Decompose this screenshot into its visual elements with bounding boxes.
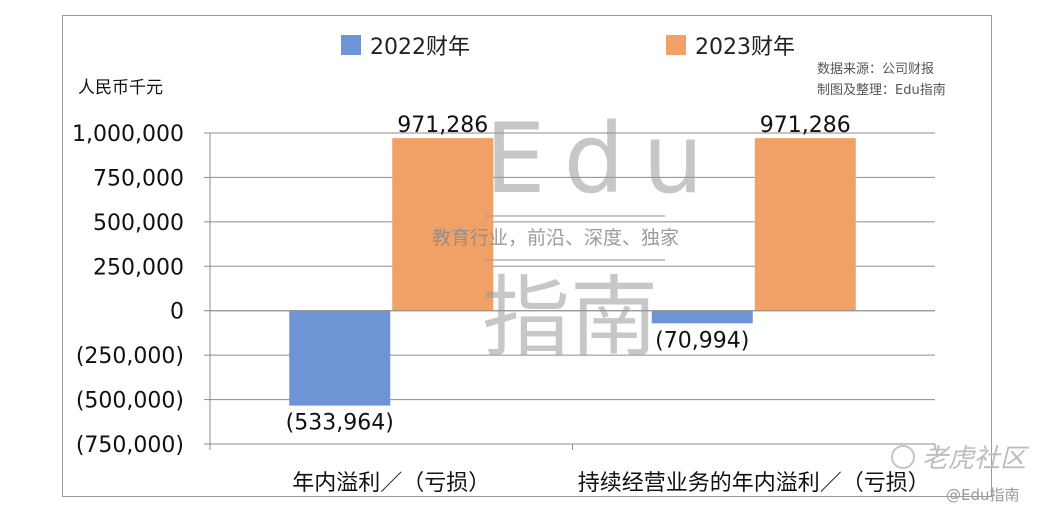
corner-logo-main: 老虎社区 xyxy=(922,444,1030,474)
legend-label-2022: 2022财年 xyxy=(370,35,470,60)
corner-logo-sub: @Edu指南 xyxy=(946,486,1020,504)
x-category-label: 年内溢利／（亏损） xyxy=(292,471,490,496)
watermark-subtitle: 教育行业，前沿、深度、独家 xyxy=(432,227,679,249)
bar-2023-1 xyxy=(392,138,494,311)
y-tick-label: 750,000 xyxy=(93,166,184,191)
legend-swatch-2022 xyxy=(341,35,361,55)
y-tick-label: (750,000) xyxy=(76,433,184,458)
data-label: 971,286 xyxy=(760,113,851,138)
y-tick-label: 500,000 xyxy=(93,211,184,236)
tiger-icon xyxy=(891,445,915,469)
y-tick-label: 250,000 xyxy=(93,255,184,280)
y-tick-label: 0 xyxy=(170,300,184,325)
bar-2022-1 xyxy=(289,310,391,406)
watermark-brand: Edu xyxy=(485,103,721,215)
source-note-2: 制图及整理：Edu指南 xyxy=(817,82,946,98)
source-note-1: 数据来源：公司财报 xyxy=(817,62,934,77)
corner-logo: 老虎社区 @Edu指南 xyxy=(891,444,1030,504)
data-label: (533,964) xyxy=(286,411,394,436)
legend-swatch-2023 xyxy=(666,35,686,55)
y-tick-label: (500,000) xyxy=(76,389,184,414)
y-axis-unit-label: 人民币千元 xyxy=(78,78,163,98)
bar-2023-2 xyxy=(754,138,856,311)
bar-2022-2 xyxy=(651,310,753,324)
y-tick-label: (250,000) xyxy=(76,344,184,369)
x-category-label: 持续经营业务的年内溢利／（亏损） xyxy=(578,471,930,496)
legend: 2022财年 2023财年 xyxy=(341,35,795,60)
watermark: Edu 教育行业，前沿、深度、独家 指南 xyxy=(432,103,721,369)
data-label: 971,286 xyxy=(397,113,488,138)
data-label: (70,994) xyxy=(655,328,749,353)
watermark-name: 指南 xyxy=(482,266,658,369)
legend-label-2023: 2023财年 xyxy=(695,35,795,60)
y-tick-label: 1,000,000 xyxy=(72,122,184,147)
